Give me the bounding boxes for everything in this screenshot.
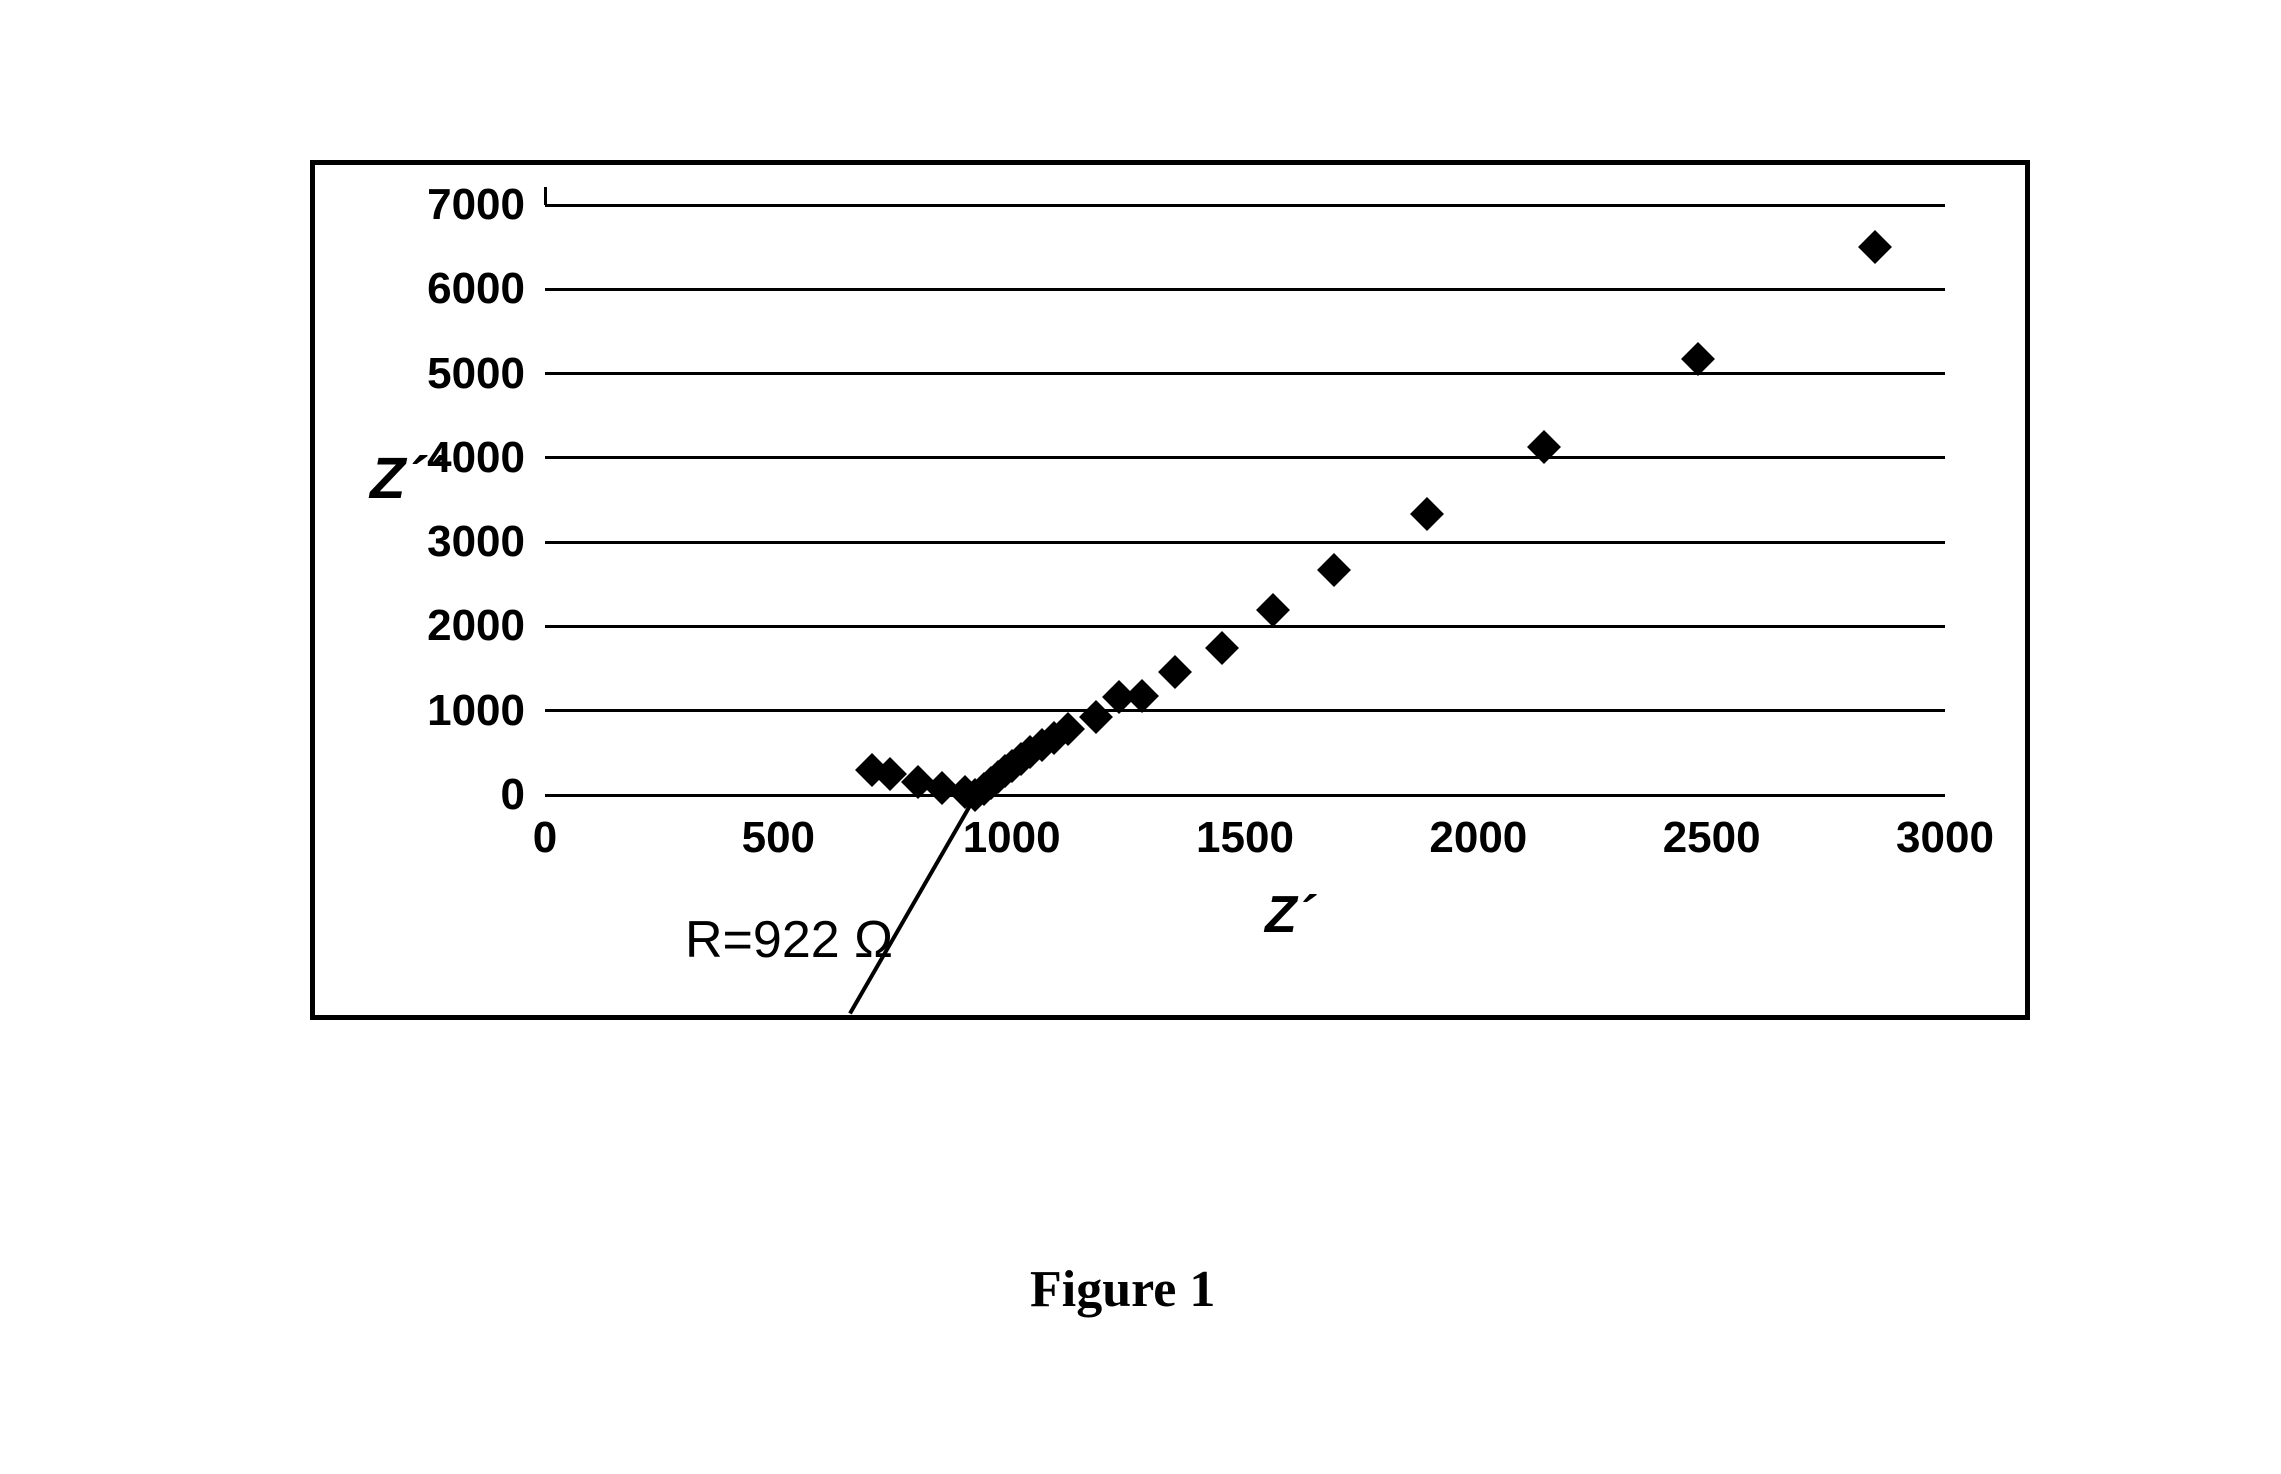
x-tick-label: 0 — [533, 813, 557, 863]
gridline-horizontal — [545, 456, 1945, 459]
data-marker — [1256, 593, 1290, 627]
y-axis-stub — [544, 187, 547, 205]
page: 0100020003000400050006000700005001000150… — [0, 0, 2281, 1474]
x-tick-label: 2500 — [1663, 813, 1761, 863]
gridline-horizontal — [545, 709, 1945, 712]
data-marker — [1858, 230, 1892, 264]
chart-frame: 0100020003000400050006000700005001000150… — [310, 160, 2030, 1020]
x-tick-label: 1500 — [1196, 813, 1294, 863]
gridline-horizontal — [545, 541, 1945, 544]
data-marker — [1125, 679, 1159, 713]
gridline-horizontal — [545, 204, 1945, 207]
gridline-horizontal — [545, 288, 1945, 291]
resistance-annotation: R=922 Ω — [685, 910, 893, 970]
x-tick-label: 3000 — [1896, 813, 1994, 863]
y-tick-label: 2000 — [427, 601, 525, 651]
figure-caption: Figure 1 — [1030, 1260, 1215, 1319]
x-tick-label: 2000 — [1429, 813, 1527, 863]
data-marker — [1317, 553, 1351, 587]
gridline-horizontal — [545, 794, 1945, 797]
x-tick-label: 500 — [742, 813, 815, 863]
data-marker — [1410, 497, 1444, 531]
gridline-horizontal — [545, 372, 1945, 375]
data-marker — [1205, 631, 1239, 665]
y-tick-label: 0 — [501, 770, 525, 820]
y-axis-title: Z´´ — [370, 445, 444, 512]
x-tick-label: 1000 — [963, 813, 1061, 863]
x-axis-title: Z´ — [1265, 885, 1314, 945]
plot-area: 0100020003000400050006000700005001000150… — [545, 205, 1945, 795]
annotation-line — [849, 796, 977, 1015]
data-marker — [1158, 655, 1192, 689]
gridline-horizontal — [545, 625, 1945, 628]
y-tick-label: 5000 — [427, 349, 525, 399]
y-tick-label: 3000 — [427, 517, 525, 567]
y-tick-label: 1000 — [427, 686, 525, 736]
y-tick-label: 6000 — [427, 264, 525, 314]
y-tick-label: 7000 — [427, 180, 525, 230]
